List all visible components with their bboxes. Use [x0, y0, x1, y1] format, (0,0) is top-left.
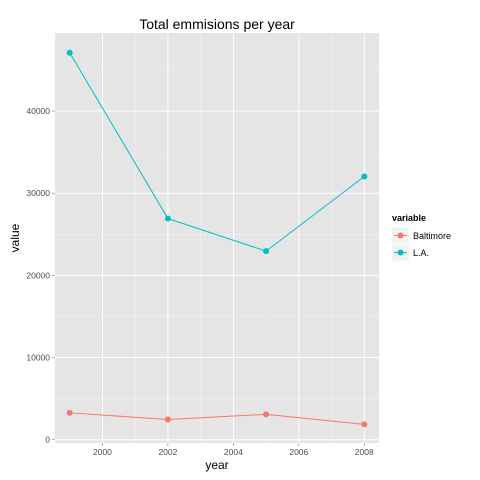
plot-panel: [55, 33, 379, 443]
data-point-l-a: [263, 248, 270, 255]
legend-title: variable: [392, 213, 426, 223]
data-point-baltimore: [263, 411, 270, 418]
legend: variable Baltimore L.A.: [391, 213, 451, 262]
series-line-l-a: [69, 52, 365, 252]
data-point-l-a: [164, 215, 171, 222]
x-tick-label: 2002: [158, 447, 177, 457]
series-layer: [66, 49, 368, 428]
legend-key-baltimore: [391, 226, 410, 245]
y-tick-label: 20000: [26, 270, 50, 280]
data-point-baltimore: [361, 421, 368, 428]
chart-title: Total emmisions per year: [139, 16, 295, 32]
x-axis: 2000 2002 2004 2006 2008: [93, 443, 374, 457]
data-point-baltimore: [66, 409, 73, 416]
x-tick-label: 2008: [355, 447, 374, 457]
x-axis-label: year: [205, 458, 228, 472]
y-tick-label: 30000: [26, 188, 50, 198]
y-tick-label: 0: [45, 435, 50, 445]
legend-key-la: [391, 243, 410, 262]
data-point-l-a: [361, 173, 368, 180]
series-line-baltimore: [69, 412, 365, 425]
minor-grid: [55, 33, 379, 443]
y-axis: 0 10000 20000 30000 40000: [26, 106, 55, 445]
major-grid: [55, 33, 379, 443]
y-axis-label: value: [8, 223, 22, 252]
data-point-l-a: [66, 49, 73, 56]
data-point-baltimore: [164, 416, 171, 423]
legend-label-la: L.A.: [413, 248, 429, 258]
legend-label-baltimore: Baltimore: [413, 231, 451, 241]
x-tick-label: 2004: [224, 447, 243, 457]
x-tick-label: 2000: [93, 447, 112, 457]
y-tick-label: 40000: [26, 106, 50, 116]
x-tick-label: 2006: [289, 447, 308, 457]
y-tick-label: 10000: [26, 353, 50, 363]
